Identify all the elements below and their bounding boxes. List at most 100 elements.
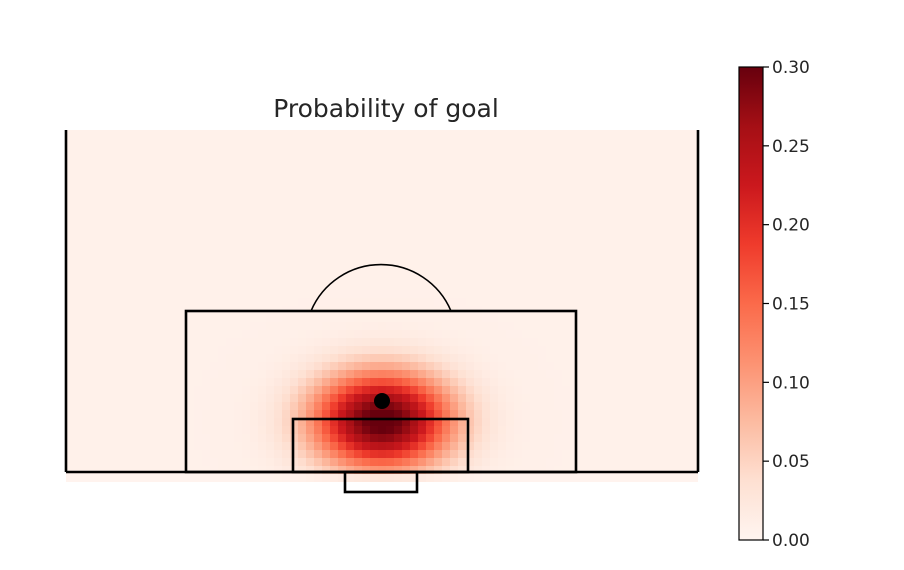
heatmap-cell — [442, 202, 451, 211]
heatmap-cell — [210, 346, 219, 355]
heatmap-cell — [554, 466, 563, 475]
heatmap-cell — [194, 346, 203, 355]
heatmap-cell — [474, 378, 483, 387]
heatmap-cell — [66, 298, 75, 307]
heatmap-cell — [210, 442, 219, 451]
heatmap-cell — [298, 474, 307, 482]
heatmap-cell — [682, 410, 691, 419]
heatmap-cell — [322, 162, 331, 171]
heatmap-cell — [266, 418, 275, 427]
heatmap-cell — [562, 290, 571, 299]
heatmap-cell — [362, 450, 371, 459]
heatmap-cell — [74, 474, 83, 482]
heatmap-cell — [506, 274, 515, 283]
heatmap-cell — [226, 426, 235, 435]
heatmap-cell — [114, 290, 123, 299]
heatmap-cell — [682, 354, 691, 363]
heatmap-cell — [98, 218, 107, 227]
heatmap-cell — [506, 346, 515, 355]
heatmap-cell — [202, 170, 211, 179]
heatmap-cell — [338, 202, 347, 211]
heatmap-cell — [570, 338, 579, 347]
heatmap-cell — [642, 434, 651, 443]
heatmap-cell — [666, 450, 675, 459]
heatmap-cell — [506, 258, 515, 267]
heatmap-cell — [658, 186, 667, 195]
heatmap-cell — [506, 154, 515, 163]
heatmap-cell — [634, 378, 643, 387]
heatmap-cell — [402, 298, 411, 307]
heatmap-cell — [498, 226, 507, 235]
heatmap-cell — [666, 226, 675, 235]
heatmap-cell — [498, 234, 507, 243]
heatmap-cell — [122, 450, 131, 459]
heatmap-cell — [170, 226, 179, 235]
heatmap-cell — [370, 130, 379, 139]
heatmap-cell — [682, 330, 691, 339]
heatmap-cell — [666, 370, 675, 379]
heatmap-cell — [578, 162, 587, 171]
heatmap-cell — [658, 170, 667, 179]
heatmap-cell — [234, 314, 243, 323]
heatmap-cell — [458, 218, 467, 227]
heatmap-cell — [482, 450, 491, 459]
heatmap-cell — [594, 162, 603, 171]
heatmap-cell — [82, 458, 91, 467]
heatmap-cell — [426, 442, 435, 451]
heatmap-cell — [690, 290, 698, 299]
heatmap-cell — [498, 194, 507, 203]
heatmap-cell — [674, 170, 683, 179]
heatmap-cell — [210, 274, 219, 283]
heatmap-cell — [658, 394, 667, 403]
heatmap-cell — [82, 234, 91, 243]
heatmap-cell — [442, 466, 451, 475]
heatmap-cell — [490, 338, 499, 347]
heatmap-cell — [578, 442, 587, 451]
heatmap-cell — [482, 202, 491, 211]
heatmap-cell — [106, 202, 115, 211]
heatmap-cell — [626, 218, 635, 227]
heatmap-cell — [626, 194, 635, 203]
heatmap-cell — [274, 258, 283, 267]
heatmap-cell — [298, 458, 307, 467]
heatmap-cell — [362, 458, 371, 467]
heatmap-cell — [570, 386, 579, 395]
heatmap-cell — [370, 274, 379, 283]
heatmap-cell — [682, 130, 691, 139]
heatmap-cell — [258, 178, 267, 187]
heatmap-cell — [338, 322, 347, 331]
heatmap-cell — [458, 378, 467, 387]
heatmap-cell — [90, 162, 99, 171]
heatmap-cell — [682, 146, 691, 155]
heatmap-cell — [530, 314, 539, 323]
heatmap-cell — [474, 186, 483, 195]
heatmap-cell — [514, 394, 523, 403]
heatmap-cell — [522, 266, 531, 275]
heatmap-cell — [322, 210, 331, 219]
heatmap-cell — [138, 186, 147, 195]
heatmap-cell — [114, 362, 123, 371]
heatmap-cell — [626, 354, 635, 363]
heatmap-cell — [122, 226, 131, 235]
heatmap-cell — [410, 146, 419, 155]
heatmap-cell — [74, 170, 83, 179]
heatmap-cell — [178, 170, 187, 179]
heatmap-cell — [674, 394, 683, 403]
heatmap-cell — [90, 226, 99, 235]
heatmap-cell — [466, 138, 475, 147]
heatmap-cell — [690, 458, 698, 467]
heatmap-cell — [98, 354, 107, 363]
heatmap-cell — [178, 178, 187, 187]
heatmap-cell — [682, 290, 691, 299]
heatmap-cell — [290, 314, 299, 323]
heatmap-cell — [490, 138, 499, 147]
heatmap-cell — [234, 298, 243, 307]
heatmap-cell — [506, 178, 515, 187]
heatmap-cell — [154, 474, 163, 482]
heatmap-cell — [170, 274, 179, 283]
heatmap-cell — [146, 466, 155, 475]
heatmap-cell — [562, 314, 571, 323]
heatmap-cell — [178, 346, 187, 355]
heatmap-cell — [498, 314, 507, 323]
heatmap-cell — [690, 154, 698, 163]
